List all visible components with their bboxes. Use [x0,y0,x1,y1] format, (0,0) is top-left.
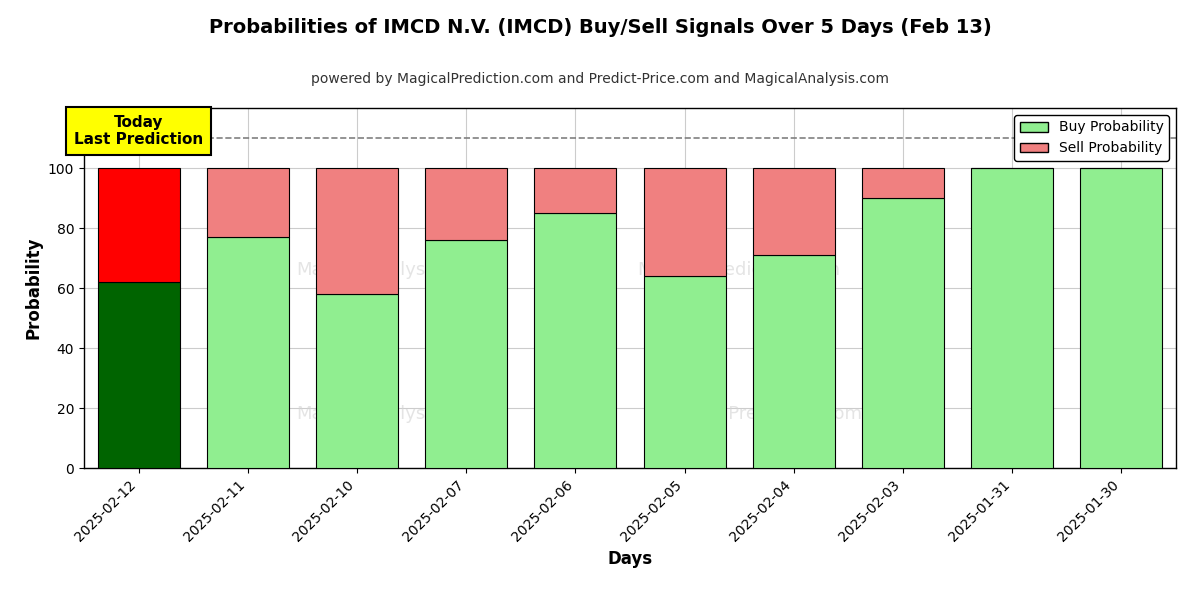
Bar [862,198,944,468]
Text: MagicalPrediction.com: MagicalPrediction.com [637,261,841,279]
Bar [752,255,835,468]
Legend: Buy Probability, Sell Probability: Buy Probability, Sell Probability [1014,115,1169,161]
Bar [206,237,289,468]
Text: Today
Last Prediction: Today Last Prediction [74,115,203,147]
Text: MagicalAnalysis.com: MagicalAnalysis.com [296,261,484,279]
Text: powered by MagicalPrediction.com and Predict-Price.com and MagicalAnalysis.com: powered by MagicalPrediction.com and Pre… [311,72,889,86]
Bar [316,168,398,294]
Text: MagicalPrediction.com: MagicalPrediction.com [660,405,863,423]
Bar [425,240,508,468]
Bar [97,282,180,468]
Bar [971,168,1054,468]
Bar [643,168,726,276]
Bar [206,168,289,237]
Bar [862,168,944,198]
Bar [752,168,835,255]
X-axis label: Days: Days [607,550,653,568]
Bar [643,276,726,468]
Text: MagicalAnalysis.com: MagicalAnalysis.com [296,405,484,423]
Bar [425,168,508,240]
Bar [1080,168,1163,468]
Bar [316,294,398,468]
Bar [534,213,617,468]
Bar [534,168,617,213]
Text: Probabilities of IMCD N.V. (IMCD) Buy/Sell Signals Over 5 Days (Feb 13): Probabilities of IMCD N.V. (IMCD) Buy/Se… [209,18,991,37]
Bar [97,168,180,282]
Y-axis label: Probability: Probability [24,237,42,339]
